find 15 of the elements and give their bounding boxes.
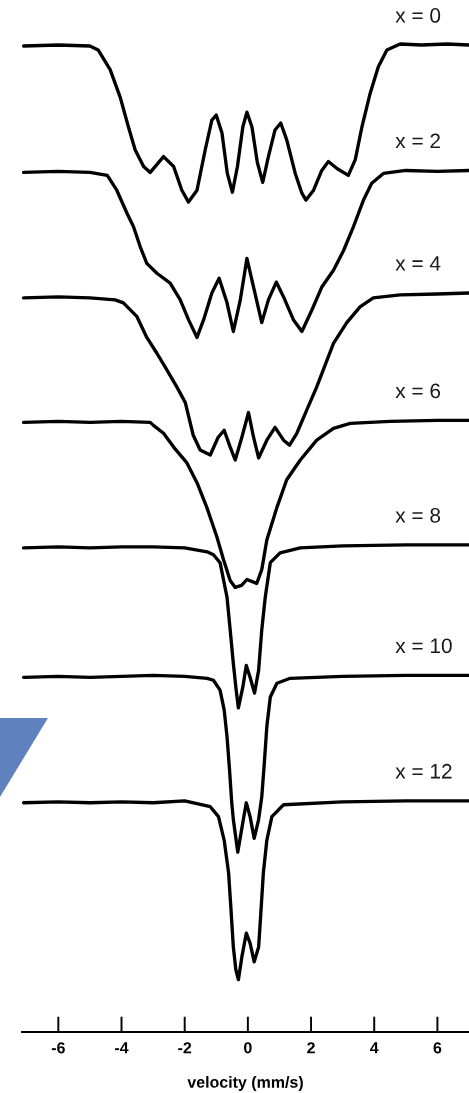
x-tick-label: 6 <box>433 1042 442 1054</box>
x-axis-title: velocity (mm/s) <box>187 1076 303 1091</box>
series-label: x = 4 <box>395 256 441 271</box>
x-tick-label: 0 <box>244 1042 252 1054</box>
series-label: x = 12 <box>395 763 452 779</box>
series-label: x = 0 <box>395 8 441 23</box>
series-label: x = 8 <box>395 507 441 523</box>
series-label: x = 2 <box>395 133 440 149</box>
series-label: x = 6 <box>395 383 441 399</box>
x-tick-label: -4 <box>115 1042 129 1054</box>
x-tick-label: -2 <box>178 1042 192 1054</box>
series-label: x = 10 <box>395 638 452 654</box>
x-tick-label: 4 <box>370 1042 379 1054</box>
x-tick-label: -6 <box>51 1042 65 1054</box>
x-tick-label: 2 <box>307 1042 315 1054</box>
